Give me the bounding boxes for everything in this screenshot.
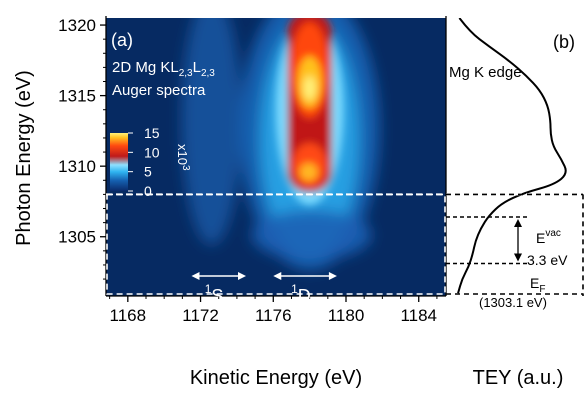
vacuum-level-label: Evac bbox=[536, 228, 561, 246]
dashed-markers bbox=[106, 193, 584, 296]
panel-label-a: (a) bbox=[111, 30, 133, 50]
dashed-box-heatmap bbox=[106, 193, 446, 295]
y-tick-label-1305: 1305 bbox=[58, 228, 96, 247]
blob-peak bbox=[303, 76, 316, 100]
state-arrow-head-right bbox=[238, 272, 246, 280]
state-label-D2: 1D2 bbox=[273, 272, 337, 310]
state-term-symbol: 1D2 bbox=[291, 282, 318, 310]
annotation-line-2: Auger spectra bbox=[112, 82, 206, 99]
y-axis-label: Photon Energy (eV) bbox=[13, 70, 35, 246]
colorbar-tick-label-5: 5 bbox=[144, 164, 152, 180]
state-arrow-head-left bbox=[273, 272, 282, 280]
colorbar-tick-label-0: 0 bbox=[144, 183, 152, 199]
y-tick-label-1310: 1310 bbox=[58, 157, 96, 176]
y-tick-label-1320: 1320 bbox=[58, 16, 96, 35]
x-tick-label-1180: 1180 bbox=[328, 306, 365, 325]
tey-panel bbox=[457, 18, 567, 294]
state-label-S0: 1S0 bbox=[191, 272, 246, 310]
gap-arrow-head-top bbox=[514, 218, 522, 227]
x-tick-label-1172: 1172 bbox=[182, 306, 219, 325]
tey-axis-label: TEY (a.u.) bbox=[473, 367, 564, 389]
colorbar-tick-label-10: 10 bbox=[144, 144, 160, 160]
fermi-level-label: EF bbox=[530, 275, 545, 295]
heatmap-panel bbox=[106, 18, 446, 296]
fermi-level-value: (1303.1 eV) bbox=[479, 295, 547, 310]
heatmap-intensity bbox=[181, 18, 380, 270]
x-tick-label-1168: 1168 bbox=[110, 306, 147, 325]
blob-yellow-lower bbox=[299, 163, 318, 181]
state-arrow-head-right bbox=[328, 272, 337, 280]
colorbar: 0 5 10 15 x103 bbox=[110, 125, 191, 199]
state-arrow-head-left bbox=[191, 272, 200, 280]
gap-label: 3.3 eV bbox=[527, 252, 568, 268]
x-axis-label: Kinetic Energy (eV) bbox=[190, 367, 362, 389]
gap-arrow-head-bottom bbox=[514, 253, 522, 262]
gap-arrow bbox=[514, 218, 522, 262]
blob-1s0-channel bbox=[181, 18, 242, 245]
state-labels: 1S0 1D2 bbox=[191, 272, 337, 310]
state-term-symbol: 1S0 bbox=[205, 282, 231, 310]
panel-label-b: (b) bbox=[553, 32, 575, 52]
colorbar-gradient bbox=[110, 133, 128, 191]
curve-label: Mg K edge bbox=[449, 64, 522, 81]
heatmap-core bbox=[275, 18, 344, 205]
colorbar-multiplier: x103 bbox=[175, 144, 191, 171]
y-tick-label-1315: 1315 bbox=[58, 87, 96, 106]
tey-curve bbox=[457, 18, 567, 294]
colorbar-tick-label-15: 15 bbox=[144, 125, 160, 141]
x-tick-label-1176: 1176 bbox=[255, 306, 292, 325]
annotation-line-1: 2D Mg KL2,3L2,3 bbox=[112, 59, 215, 79]
x-tick-label-1184: 1184 bbox=[400, 306, 437, 325]
blob-low-tail bbox=[251, 210, 372, 260]
